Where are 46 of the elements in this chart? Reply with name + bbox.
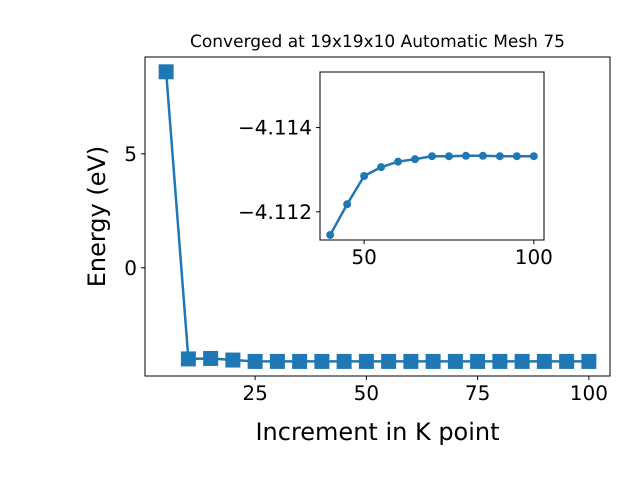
point — [292, 354, 308, 369]
point — [314, 354, 330, 369]
x-tick-label: 100 — [570, 381, 608, 405]
point — [512, 152, 521, 160]
point — [203, 350, 218, 366]
point — [426, 354, 441, 369]
point — [462, 152, 470, 160]
x-tick-label: 50 — [351, 245, 377, 269]
x-tick-label: 100 — [514, 245, 553, 269]
x-tick-label: 75 — [464, 381, 490, 405]
y-tick-label: 0 — [124, 256, 137, 280]
point — [428, 152, 436, 160]
point — [444, 152, 453, 160]
point — [158, 64, 174, 80]
point — [360, 172, 368, 180]
point — [326, 230, 334, 239]
point — [336, 354, 352, 369]
y-tick-label: −4.114 — [238, 116, 312, 140]
point — [411, 155, 420, 164]
point — [403, 354, 418, 369]
point — [225, 352, 240, 368]
point — [514, 354, 530, 369]
y-tick-label: 5 — [124, 142, 137, 166]
x-tick-label: 25 — [242, 381, 268, 405]
chart-title: Converged at 19x19x10 Automatic Mesh 75 — [190, 32, 565, 52]
point — [530, 152, 538, 160]
point — [180, 351, 196, 366]
point — [536, 354, 552, 369]
point — [377, 163, 386, 172]
point — [394, 158, 402, 166]
point — [448, 354, 463, 369]
point — [248, 354, 263, 369]
point — [270, 354, 285, 369]
point — [492, 354, 508, 369]
point — [343, 200, 352, 208]
y-axis-title: Energy (eV) — [83, 146, 111, 288]
point — [496, 152, 504, 160]
point — [358, 354, 374, 369]
point — [478, 152, 487, 160]
x-axis-title: Increment in K point — [255, 418, 500, 446]
x-tick-label: 50 — [354, 381, 380, 405]
point — [559, 354, 574, 369]
point — [381, 354, 396, 369]
point — [581, 354, 596, 369]
point — [470, 354, 486, 369]
y-tick-label: −4.112 — [238, 200, 312, 224]
